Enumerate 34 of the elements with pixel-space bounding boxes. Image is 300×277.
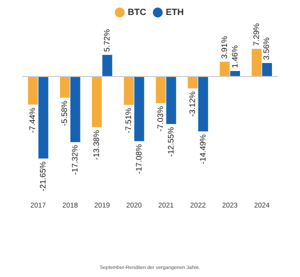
data-label: -21.65% xyxy=(38,161,48,192)
data-label: 7.29% xyxy=(252,23,261,46)
bar xyxy=(124,76,134,105)
data-label: -7.44% xyxy=(28,108,38,134)
data-label: -14.49% xyxy=(198,134,208,164)
bar xyxy=(38,76,48,158)
data-label: 3.91% xyxy=(220,36,229,59)
bar xyxy=(230,70,240,77)
data-label: -17.08% xyxy=(134,144,144,174)
data-label: -17.32% xyxy=(70,145,80,175)
data-label: -3.12% xyxy=(188,91,197,117)
bar xyxy=(134,76,144,142)
bar xyxy=(166,76,176,124)
data-label: 3.56% xyxy=(262,37,272,60)
data-label: -5.58% xyxy=(60,100,70,126)
bar xyxy=(198,76,208,132)
bar xyxy=(220,62,230,77)
legend-label: ETH xyxy=(166,6,184,17)
bar xyxy=(102,54,112,77)
data-label: -7.03% xyxy=(156,106,165,132)
data-label: 5.72% xyxy=(102,29,112,52)
bar xyxy=(262,63,272,77)
data-label: 1.46% xyxy=(230,45,240,68)
bar xyxy=(252,48,262,77)
legend-label: BTC xyxy=(128,6,147,17)
data-label: -13.38% xyxy=(92,130,102,160)
data-label: -7.51% xyxy=(124,108,134,134)
bar xyxy=(60,76,70,98)
bar xyxy=(156,76,166,104)
bar xyxy=(188,76,198,88)
data-label: -12.55% xyxy=(166,127,176,157)
bar xyxy=(70,76,80,142)
bar xyxy=(92,76,102,128)
bar xyxy=(28,76,38,105)
